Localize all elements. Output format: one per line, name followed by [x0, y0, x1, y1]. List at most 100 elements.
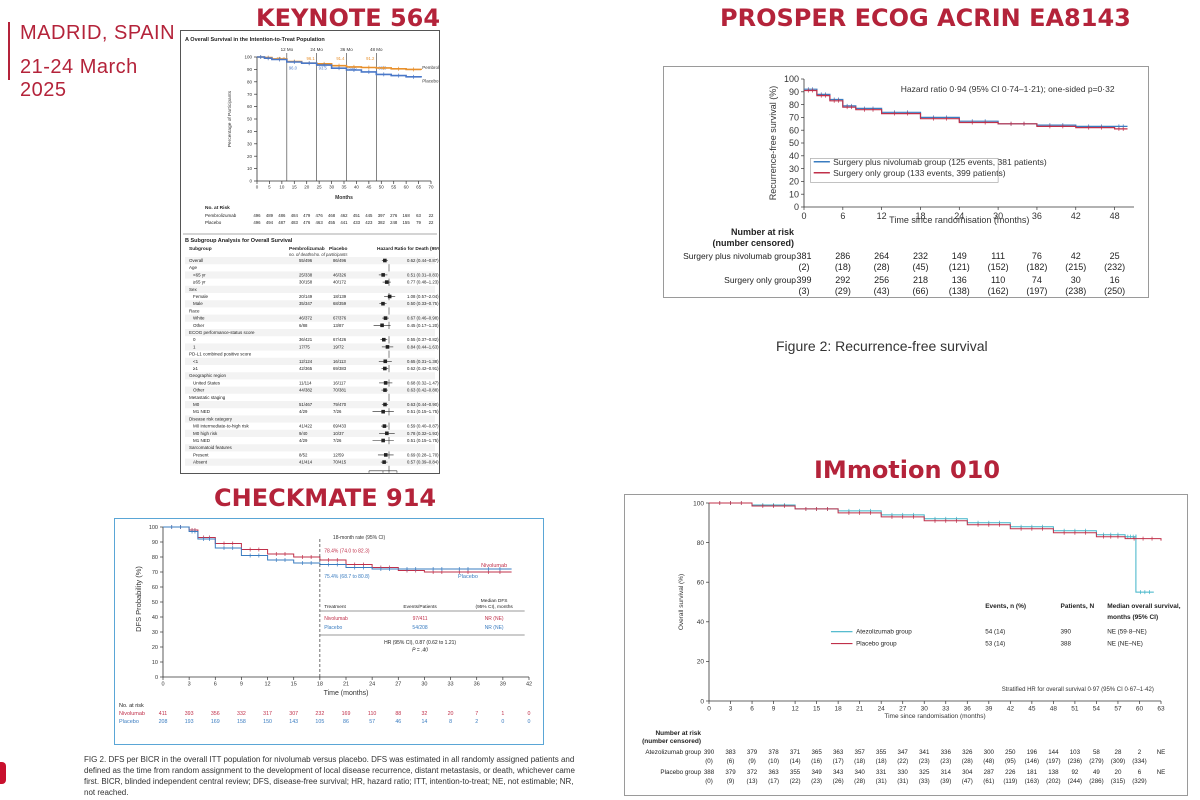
immotion-risk-value: 28 — [1115, 749, 1122, 756]
prosper-risk-censored: (232) — [1104, 262, 1125, 272]
prosper-risk-subtitle: (number censored) — [712, 238, 794, 248]
immotion-risk-value: 379 — [725, 769, 736, 776]
prosper-series-line-surgery-plus-nivolumab — [804, 88, 1128, 127]
conference-header: MADRID, SPAIN 21-24 March 2025 — [0, 0, 180, 101]
keynote-forest-point — [381, 409, 385, 414]
checkmate-x-tick-label: 42 — [526, 682, 532, 688]
checkmate-x-tick-label: 39 — [500, 682, 506, 688]
checkmate-x-tick-label: 12 — [265, 682, 271, 688]
checkmate-table-header: Events/Patients — [403, 604, 437, 610]
prosper-risk-value: 256 — [874, 275, 889, 285]
keynote-forest-row-label: Geographic region — [189, 373, 227, 378]
keynote-risk-value: 496 — [253, 213, 261, 218]
immotion-risk-value: 49 — [1093, 769, 1100, 776]
prosper-x-tick-label: 12 — [877, 211, 887, 221]
immotion-legend-label: Placebo group — [856, 641, 897, 648]
keynote-y-tick-label: 100 — [244, 55, 252, 60]
immotion-risk-value: 372 — [747, 769, 758, 776]
checkmate-risk-value: 20 — [448, 711, 454, 717]
immotion-risk-censored: (119) — [1003, 778, 1017, 785]
immotion-risk-value: 388 — [704, 769, 715, 776]
immotion-x-tick-label: 24 — [878, 706, 886, 713]
keynote-forest-row-label: Male — [193, 301, 203, 306]
immotion-x-tick-label: 12 — [791, 706, 799, 713]
prosper-risk-censored: (197) — [1026, 286, 1047, 296]
prosper-y-axis-label: Recurrence-free survival (%) — [768, 86, 778, 201]
keynote-risk-value: 451 — [353, 213, 361, 218]
keynote-legend-label: Placebo — [422, 78, 439, 83]
keynote-forest-row-band — [185, 444, 435, 452]
keynote-forest-row-band — [185, 343, 435, 351]
prosper-risk-censored: (2) — [799, 262, 810, 272]
immotion-risk-value: 20 — [1115, 769, 1122, 776]
keynote-figure: A Overall Survival in the Intention-to-T… — [183, 37, 454, 487]
keynote-landmark-pembro: 96.1 — [307, 56, 316, 61]
prosper-y-tick-label: 30 — [789, 164, 799, 174]
prosper-risk-censored: (28) — [874, 262, 890, 272]
checkmate-y-tick-label: 70 — [152, 570, 158, 576]
prosper-risk-value: 149 — [952, 251, 967, 261]
checkmate-risk-value: 57 — [369, 719, 375, 725]
keynote-forest-pembro-value: 41/422 — [299, 424, 313, 429]
immotion-x-tick-label: 18 — [835, 706, 843, 713]
keynote-forest-row-label: Absent — [193, 460, 208, 465]
immotion-x-tick-label: 3 — [729, 706, 733, 713]
keynote-landmark-placebo: 89.5 — [348, 65, 357, 70]
keynote-forest-point — [383, 388, 387, 392]
keynote-forest-ci-label: 0.45 (0.17–1.20) — [407, 323, 439, 328]
immotion-risk-censored: (9) — [748, 758, 756, 765]
immotion-risk-value: 2 — [1138, 749, 1142, 756]
prosper-risk-censored: (29) — [835, 286, 851, 296]
checkmate-y-tick-label: 40 — [152, 615, 158, 621]
checkmate-risk-value: 356 — [211, 711, 220, 717]
checkmate-table-header: (95% CI), months — [475, 604, 513, 610]
immotion-risk-censored: (286) — [1089, 778, 1103, 785]
immotion-risk-value: 341 — [919, 749, 930, 756]
keynote-x-tick-label: 40 — [354, 185, 360, 190]
title-immotion: IMmotion 010 — [814, 456, 1001, 484]
immotion-risk-censored: (23) — [940, 758, 951, 765]
immotion-risk-censored: (279) — [1089, 758, 1103, 765]
prosper-risk-value: 399 — [796, 275, 811, 285]
keynote-x-tick-label: 50 — [379, 185, 385, 190]
keynote-x-tick-label: 5 — [268, 185, 271, 190]
checkmate-y-tick-label: 90 — [152, 540, 158, 546]
immotion-risk-censored: (202) — [1046, 778, 1060, 785]
keynote-forest-pembro-value: 44/382 — [299, 388, 313, 393]
keynote-forest-ci-label: 0.62 (0.44–0.87) — [407, 258, 439, 263]
keynote-forest-row-label: Sex — [189, 287, 198, 292]
prosper-risk-censored: (121) — [949, 262, 970, 272]
immotion-risk-value: 330 — [898, 769, 909, 776]
keynote-forest-row-label: Present — [193, 452, 209, 457]
checkmate-y-tick-label: 60 — [152, 585, 158, 591]
keynote-landmark-label: 36 Mo — [340, 47, 353, 52]
prosper-panel: 0 6 12 18 24 30 36 42 48 0 10 20 30 40 50 60 70 80 90 100 Re… — [663, 66, 1149, 298]
title-checkmate: CHECKMATE 914 — [214, 484, 437, 512]
immotion-table-cell: 54 (14) — [985, 629, 1005, 636]
checkmate-table-cell: NR (NE) — [485, 616, 504, 622]
keynote-forest-placebo-value: 16/113 — [333, 359, 346, 364]
title-keynote: KEYNOTE 564 — [256, 4, 441, 32]
prosper-y-tick-label: 80 — [789, 100, 799, 110]
keynote-forest-row-label: Race — [189, 308, 200, 313]
keynote-risk-value: 445 — [365, 213, 373, 218]
checkmate-x-tick-label: 27 — [395, 682, 401, 688]
checkmate-risk-value: 0 — [528, 719, 531, 725]
keynote-risk-row-label: Pembrolizumab — [205, 213, 237, 218]
immotion-risk-censored: (9) — [727, 778, 735, 785]
keynote-forest-point — [385, 345, 390, 349]
keynote-series-line-placebo — [257, 56, 422, 78]
prosper-series-line-surgery-only — [804, 89, 1128, 130]
prosper-x-axis-label: Time since randomisation (months) — [889, 215, 1029, 225]
immotion-risk-censored: (244) — [1068, 778, 1082, 785]
keynote-forest-row-label: ≥1 — [193, 366, 198, 371]
keynote-x-tick-label: 65 — [416, 185, 422, 190]
keynote-forest-pembro-value: 4/29 — [299, 438, 308, 443]
keynote-forest-ci-label: 0.65 (0.31–1.38) — [407, 359, 439, 364]
checkmate-risk-value: 193 — [185, 719, 194, 725]
immotion-risk-censored: (28) — [962, 758, 973, 765]
keynote-forest-row-label: ECOG performance-status score — [189, 330, 255, 335]
checkmate-x-tick-label: 15 — [291, 682, 297, 688]
keynote-forest-row-label: 0 — [193, 337, 196, 342]
keynote-forest-placebo-value: 79/470 — [333, 402, 347, 407]
